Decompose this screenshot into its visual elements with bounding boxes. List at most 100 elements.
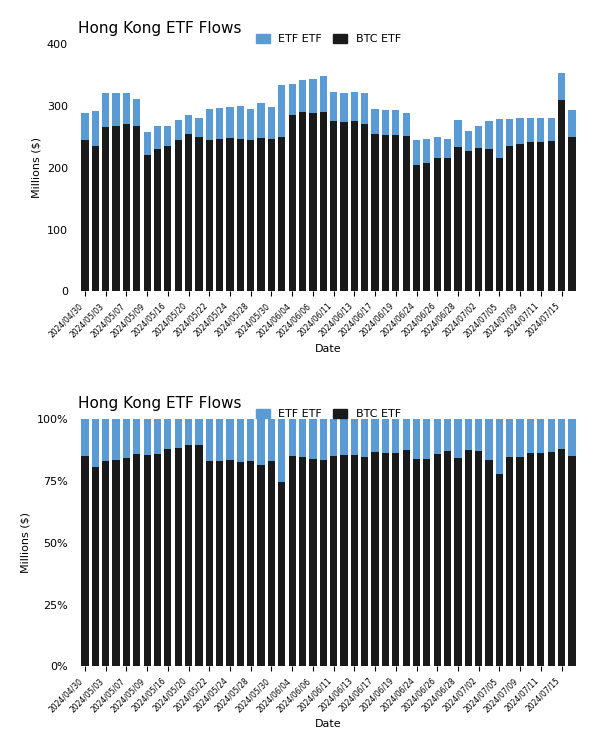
Bar xyxy=(154,454,161,667)
Bar xyxy=(257,138,265,292)
Bar xyxy=(568,419,575,456)
Bar xyxy=(247,140,254,292)
Bar xyxy=(247,461,254,667)
Bar xyxy=(382,454,389,667)
Bar xyxy=(309,419,317,459)
Bar xyxy=(558,73,565,100)
Bar xyxy=(143,419,151,454)
Bar xyxy=(268,107,275,139)
Bar xyxy=(403,450,410,667)
Bar xyxy=(475,148,482,292)
Bar xyxy=(464,130,472,151)
X-axis label: Date: Date xyxy=(315,344,342,354)
Bar xyxy=(548,452,555,667)
Bar xyxy=(537,453,544,667)
Bar xyxy=(340,122,347,292)
Bar xyxy=(558,100,565,292)
Bar xyxy=(112,460,119,667)
Bar xyxy=(392,135,400,292)
Bar xyxy=(506,419,514,458)
Bar xyxy=(340,419,347,455)
Bar xyxy=(444,139,451,158)
Bar xyxy=(216,108,223,139)
Bar xyxy=(320,112,327,292)
Bar xyxy=(475,419,482,452)
Bar xyxy=(496,158,503,292)
Legend: ETF ETF, BTC ETF: ETF ETF, BTC ETF xyxy=(252,405,405,424)
Bar xyxy=(537,142,544,292)
Bar xyxy=(330,419,337,456)
Bar xyxy=(330,122,337,292)
Bar xyxy=(299,112,306,292)
Bar xyxy=(278,85,286,137)
Bar xyxy=(496,419,503,474)
Text: Hong Kong ETF Flows: Hong Kong ETF Flows xyxy=(78,21,241,36)
Bar xyxy=(226,419,233,460)
Bar xyxy=(278,482,286,667)
Bar xyxy=(143,454,151,667)
Bar xyxy=(454,419,461,458)
Bar xyxy=(268,139,275,292)
Bar xyxy=(92,467,99,667)
Bar xyxy=(164,419,172,449)
Bar xyxy=(175,120,182,140)
Bar xyxy=(537,118,544,142)
Bar xyxy=(92,111,99,146)
Bar xyxy=(320,76,327,112)
Bar xyxy=(413,140,420,164)
Bar xyxy=(102,419,109,461)
Bar xyxy=(299,419,306,457)
Bar xyxy=(123,94,130,124)
Bar xyxy=(330,456,337,667)
Bar xyxy=(299,80,306,112)
Bar xyxy=(257,465,265,667)
Bar xyxy=(206,140,213,292)
Bar xyxy=(309,80,317,113)
Bar xyxy=(185,419,192,445)
Bar xyxy=(434,454,441,667)
Bar xyxy=(237,462,244,667)
Bar xyxy=(82,113,89,140)
Bar xyxy=(216,460,223,667)
Bar xyxy=(485,121,493,149)
Bar xyxy=(196,446,203,667)
Bar xyxy=(454,147,461,292)
Bar xyxy=(464,450,472,667)
Bar xyxy=(226,138,233,292)
Bar xyxy=(527,454,534,667)
Bar xyxy=(392,453,400,667)
Bar xyxy=(257,419,265,465)
Bar xyxy=(82,456,89,667)
Bar xyxy=(216,419,223,460)
Bar xyxy=(289,115,296,292)
Bar xyxy=(371,109,379,134)
Bar xyxy=(237,106,244,139)
Bar xyxy=(464,151,472,292)
Bar xyxy=(464,419,472,450)
Bar xyxy=(403,136,410,292)
Bar xyxy=(371,134,379,292)
Bar xyxy=(289,419,296,456)
Bar xyxy=(413,164,420,292)
Bar xyxy=(361,124,368,292)
Bar xyxy=(154,149,161,292)
Bar xyxy=(268,461,275,667)
Bar xyxy=(548,419,555,452)
Bar xyxy=(361,419,368,458)
Bar xyxy=(309,113,317,292)
Bar xyxy=(82,140,89,292)
Bar xyxy=(392,419,400,453)
Bar xyxy=(434,158,441,292)
Bar xyxy=(413,459,420,667)
Bar xyxy=(226,460,233,667)
Bar xyxy=(548,141,555,292)
Bar xyxy=(423,139,430,164)
Bar xyxy=(268,419,275,461)
Bar xyxy=(558,449,565,667)
Bar xyxy=(506,458,514,667)
Bar xyxy=(475,126,482,148)
Bar xyxy=(247,109,254,140)
Bar xyxy=(92,419,99,467)
Bar xyxy=(506,146,514,292)
Bar xyxy=(392,110,400,135)
